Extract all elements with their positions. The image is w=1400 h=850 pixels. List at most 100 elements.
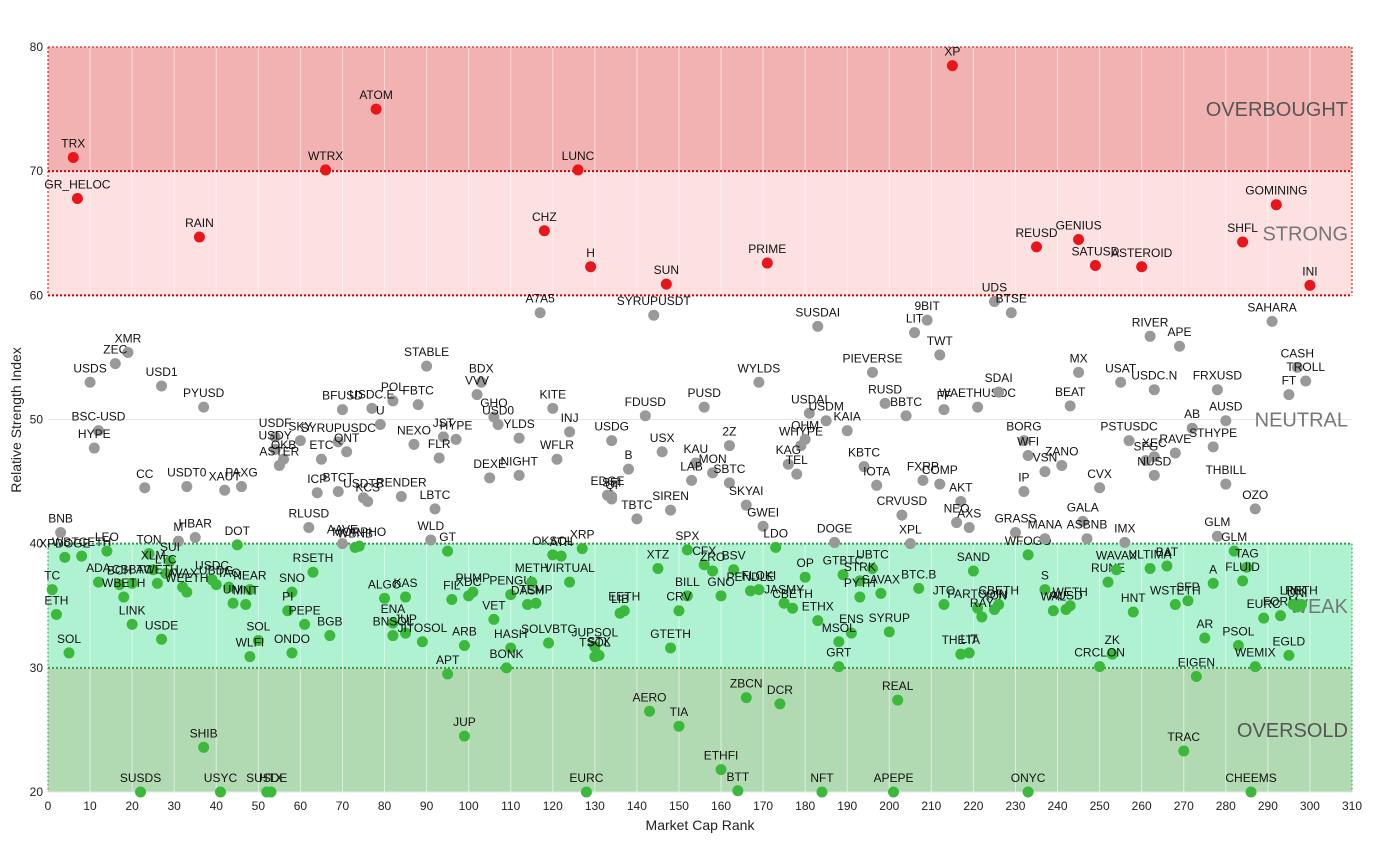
data-point-marker[interactable] — [387, 630, 399, 642]
data-point-marker[interactable] — [660, 278, 672, 290]
data-point[interactable]: UBTC — [856, 548, 889, 575]
data-point[interactable]: BDX — [469, 361, 494, 388]
data-point[interactable]: H — [585, 246, 597, 273]
data-point-marker[interactable] — [513, 469, 525, 481]
data-point[interactable]: SUSDS — [120, 771, 161, 798]
data-point[interactable]: WYLDS — [738, 361, 781, 388]
data-point-marker[interactable] — [492, 418, 504, 430]
data-point-marker[interactable] — [955, 495, 967, 507]
data-point[interactable]: PYTH — [844, 576, 876, 603]
data-point-marker[interactable] — [412, 399, 424, 411]
data-point-marker[interactable] — [1106, 648, 1118, 660]
data-point-marker[interactable] — [534, 307, 546, 319]
data-point-marker[interactable] — [164, 555, 176, 567]
data-point-marker[interactable] — [547, 549, 559, 561]
data-point-marker[interactable] — [673, 720, 685, 732]
data-point-marker[interactable] — [1127, 606, 1139, 618]
data-point-marker[interactable] — [875, 587, 887, 599]
data-point-marker[interactable] — [1018, 486, 1030, 498]
data-point[interactable]: GTBTC — [823, 554, 864, 581]
data-point[interactable]: CHZ — [532, 210, 557, 237]
data-point[interactable]: CHEEMS — [1225, 771, 1277, 798]
data-point-marker[interactable] — [732, 785, 744, 797]
data-point[interactable]: STHYPE — [1189, 426, 1237, 453]
data-point[interactable]: USDS — [73, 361, 107, 388]
data-point[interactable]: PENDLE — [726, 570, 774, 597]
data-point[interactable]: FIL — [443, 579, 461, 606]
data-point[interactable]: KCS — [355, 480, 380, 507]
data-point[interactable]: SYRUPUSDC — [301, 421, 377, 448]
data-point-marker[interactable] — [156, 380, 168, 392]
data-point[interactable]: FF — [937, 389, 952, 416]
data-point[interactable]: COMP — [922, 463, 958, 490]
data-point[interactable]: PSTUSDC — [1100, 420, 1158, 447]
data-point-marker[interactable] — [887, 786, 899, 798]
data-point[interactable]: ENS — [839, 612, 864, 639]
data-point-marker[interactable] — [320, 164, 332, 176]
data-point[interactable]: CC — [136, 467, 154, 494]
data-point[interactable]: LIT — [961, 632, 979, 659]
data-point-marker[interactable] — [871, 479, 883, 491]
data-point-marker[interactable] — [1039, 466, 1051, 478]
data-point[interactable]: DCR — [767, 683, 793, 710]
data-point[interactable]: ATOM — [359, 88, 393, 115]
data-point[interactable]: GNO — [707, 575, 735, 602]
data-point[interactable]: AB — [1184, 407, 1200, 434]
data-point-marker[interactable] — [76, 550, 88, 562]
data-point[interactable]: 9BIT — [914, 299, 940, 326]
data-point-marker[interactable] — [1056, 459, 1068, 471]
data-point[interactable]: TROLL — [1286, 360, 1325, 387]
data-point[interactable]: FARTCOIN — [947, 587, 1008, 614]
data-point-marker[interactable] — [311, 487, 323, 499]
data-point-marker[interactable] — [1178, 745, 1190, 757]
data-point-marker[interactable] — [181, 586, 193, 598]
data-point-marker[interactable] — [303, 522, 315, 534]
data-point[interactable]: IP — [1018, 471, 1030, 498]
data-point-marker[interactable] — [50, 608, 62, 620]
data-point-marker[interactable] — [442, 545, 454, 557]
data-point-marker[interactable] — [366, 402, 378, 414]
data-point[interactable]: ADA — [86, 561, 111, 588]
data-point-marker[interactable] — [686, 474, 698, 486]
data-point[interactable]: NEXO — [397, 423, 431, 450]
data-point-marker[interactable] — [715, 590, 727, 602]
data-point-marker[interactable] — [1031, 241, 1043, 253]
data-point[interactable]: OKSOL — [532, 534, 574, 561]
data-point-marker[interactable] — [1241, 561, 1253, 573]
data-point-marker[interactable] — [1123, 435, 1135, 447]
data-point-marker[interactable] — [1005, 307, 1017, 319]
data-point[interactable]: WLFI — [236, 636, 265, 663]
data-point[interactable]: SYRUPUSDT — [617, 294, 692, 321]
data-point[interactable]: B — [622, 448, 634, 475]
data-point[interactable]: STABLE — [404, 345, 449, 372]
data-point[interactable]: BEAT — [1055, 385, 1086, 412]
data-point[interactable]: SKY — [288, 420, 312, 447]
data-point-marker[interactable] — [631, 513, 643, 525]
data-point[interactable]: FLOKI — [742, 569, 777, 596]
data-point-marker[interactable] — [681, 590, 693, 602]
data-point[interactable]: APEPE — [873, 771, 914, 798]
data-point-marker[interactable] — [1182, 595, 1194, 607]
data-point[interactable]: GTETH — [650, 627, 691, 654]
data-point-marker[interactable] — [235, 481, 247, 493]
data-point-marker[interactable] — [400, 591, 412, 603]
data-point[interactable]: NFT — [810, 771, 834, 798]
data-point[interactable]: BONK — [489, 647, 524, 674]
data-point-marker[interactable] — [307, 566, 319, 578]
data-point[interactable]: USD0 — [482, 403, 514, 430]
data-point-marker[interactable] — [1119, 536, 1131, 548]
data-point[interactable]: JUP — [453, 715, 476, 742]
data-point-marker[interactable] — [967, 565, 979, 577]
data-point-marker[interactable] — [1211, 384, 1223, 396]
data-point-marker[interactable] — [963, 522, 975, 534]
data-point-marker[interactable] — [770, 541, 782, 553]
data-point-marker[interactable] — [1249, 503, 1261, 515]
data-point[interactable]: TEL — [786, 453, 808, 480]
data-point-marker[interactable] — [921, 314, 933, 326]
data-point-marker[interactable] — [193, 231, 205, 243]
data-point[interactable]: M — [172, 520, 184, 547]
data-point-marker[interactable] — [879, 397, 891, 409]
data-point-marker[interactable] — [244, 584, 256, 596]
data-point-marker[interactable] — [707, 467, 719, 479]
data-point-marker[interactable] — [681, 544, 693, 556]
